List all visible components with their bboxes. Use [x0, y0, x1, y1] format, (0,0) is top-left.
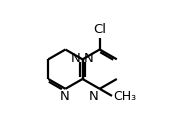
- Text: N: N: [60, 90, 70, 103]
- Text: CH₃: CH₃: [113, 90, 136, 103]
- Text: N: N: [89, 90, 98, 103]
- Text: Cl: Cl: [93, 23, 106, 36]
- Text: N: N: [84, 52, 94, 65]
- Text: N: N: [71, 52, 81, 65]
